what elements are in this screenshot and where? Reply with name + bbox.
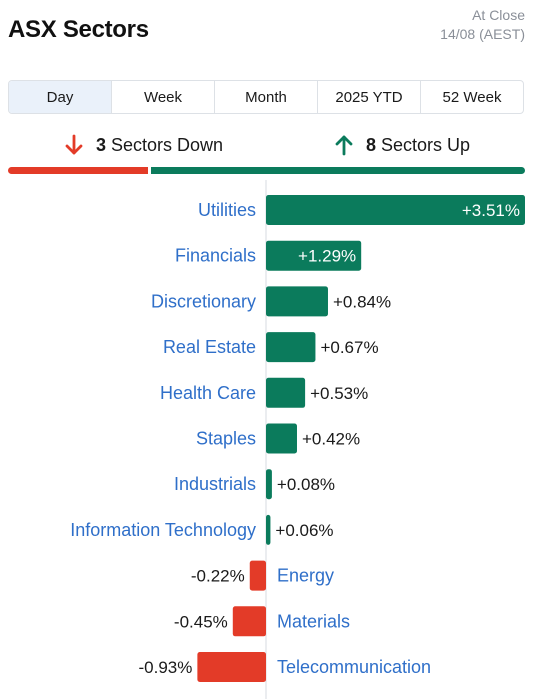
page-title: ASX Sectors [8, 16, 149, 43]
tab-day[interactable]: Day [9, 81, 112, 113]
value-label-financials: +1.29% [298, 247, 356, 266]
bar-discretionary[interactable] [266, 286, 328, 317]
category-label-information-technology[interactable]: Information Technology [70, 520, 256, 540]
value-label-health-care: +0.53% [310, 384, 368, 403]
tab-ytd[interactable]: 2025 YTD [318, 81, 421, 113]
value-label-energy: -0.22% [191, 567, 245, 586]
bar-utilities[interactable] [266, 195, 525, 225]
sector-ratio-bar [8, 167, 525, 174]
value-label-industrials: +0.08% [277, 475, 335, 494]
value-label-utilities: +3.51% [462, 201, 520, 220]
sectors-down-label: Sectors Down [111, 134, 224, 155]
category-label-health-care[interactable]: Health Care [160, 383, 256, 403]
value-label-real-estate: +0.67% [320, 338, 378, 357]
value-label-information-technology: +0.06% [275, 521, 333, 540]
category-label-telecommunication[interactable]: Telecommunication [277, 657, 431, 677]
value-label-telecommunication: -0.93% [139, 658, 193, 677]
sectors-up-label: Sectors Up [381, 134, 471, 155]
tab-52-week[interactable]: 52 Week [442, 88, 502, 106]
bar-industrials[interactable] [266, 469, 272, 500]
category-label-industrials[interactable]: Industrials [174, 474, 256, 494]
sectors-up-summary: 8 Sectors Up [334, 132, 470, 158]
bar-staples[interactable] [266, 423, 297, 454]
period-tabs: Day Week Month 2025 YTD 52 Week [8, 80, 524, 114]
market-datetime: 14/08 (AEST) [440, 26, 525, 42]
market-status: At Close [472, 7, 525, 23]
tab-month[interactable]: Month [215, 81, 318, 113]
bar-information-technology[interactable] [266, 514, 271, 545]
bar-real-estate[interactable] [266, 332, 316, 363]
value-label-discretionary: +0.84% [333, 292, 391, 311]
category-label-energy[interactable]: Energy [277, 566, 334, 586]
arrow-down-icon [65, 134, 83, 155]
category-label-staples[interactable]: Staples [196, 429, 256, 449]
bar-energy[interactable] [249, 560, 266, 591]
sector-bar-chart: Utilities +3.51% Financials +1.29% Discretio… [70, 180, 525, 699]
sectors-up-count: 8 [366, 134, 377, 155]
ratio-down-segment [8, 167, 149, 174]
bar-materials[interactable] [232, 606, 266, 637]
category-label-discretionary[interactable]: Discretionary [151, 291, 256, 311]
category-label-real-estate[interactable]: Real Estate [163, 337, 256, 357]
sectors-down-summary: 3 Sectors Down [64, 132, 223, 158]
category-label-utilities[interactable]: Utilities [198, 200, 256, 220]
arrow-up-icon [335, 135, 353, 156]
value-label-materials: -0.45% [174, 612, 228, 631]
market-close-info: At Close 14/08 (AEST) [440, 6, 525, 44]
sectors-down-count: 3 [96, 134, 107, 155]
ratio-up-segment [151, 167, 525, 174]
category-label-materials[interactable]: Materials [277, 611, 350, 631]
category-label-financials[interactable]: Financials [175, 246, 256, 266]
bar-health-care[interactable] [266, 377, 306, 408]
bar-telecommunication[interactable] [197, 652, 266, 682]
tab-week[interactable]: Week [112, 81, 215, 113]
bar-financials[interactable] [266, 240, 362, 271]
value-label-staples: +0.42% [302, 430, 360, 449]
